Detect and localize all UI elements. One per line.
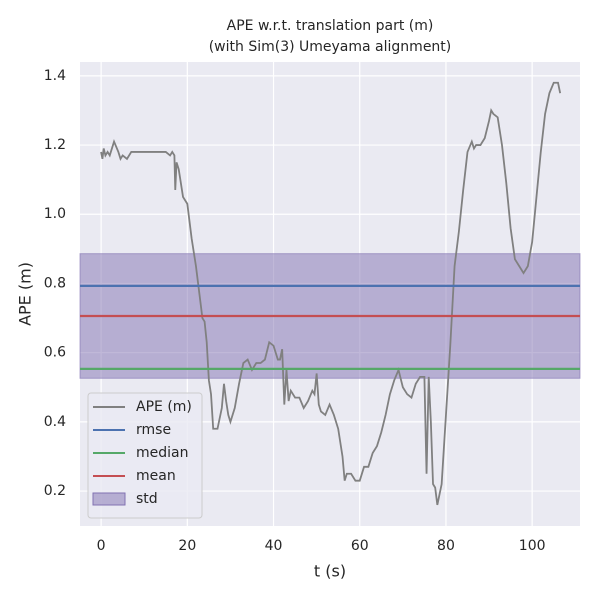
x-tick-label: 100 [519, 538, 546, 554]
legend-label: rmse [136, 422, 171, 438]
x-axis-label: t (s) [314, 562, 346, 581]
legend-label: mean [136, 468, 176, 484]
legend-label: std [136, 491, 158, 507]
y-tick-label: 0.4 [44, 414, 66, 430]
y-tick-label: 0.2 [44, 483, 66, 499]
x-tick-label: 20 [178, 538, 196, 554]
y-tick-label: 1.2 [44, 137, 66, 153]
x-tick-label: 0 [97, 538, 106, 554]
x-tick-label: 80 [437, 538, 455, 554]
series-line [100, 81, 562, 506]
y-tick-label: 1.0 [44, 206, 66, 222]
legend-label: APE (m) [136, 399, 192, 415]
y-axis-label: APE (m) [16, 262, 35, 326]
x-tick-label: 40 [265, 538, 283, 554]
y-tick-label: 0.6 [44, 345, 66, 361]
x-tick-label: 60 [351, 538, 369, 554]
y-tick-label: 0.8 [44, 275, 66, 291]
legend-box [87, 392, 203, 519]
chart-title: APE w.r.t. translation part (m) [227, 18, 434, 34]
legend: APE (m) rmse median mean std [87, 392, 203, 519]
legend-label: median [136, 445, 188, 461]
chart-subtitle: (with Sim(3) Umeyama alignment) [209, 39, 452, 55]
legend-swatch [92, 492, 126, 506]
y-tick-label: 1.4 [44, 68, 66, 84]
